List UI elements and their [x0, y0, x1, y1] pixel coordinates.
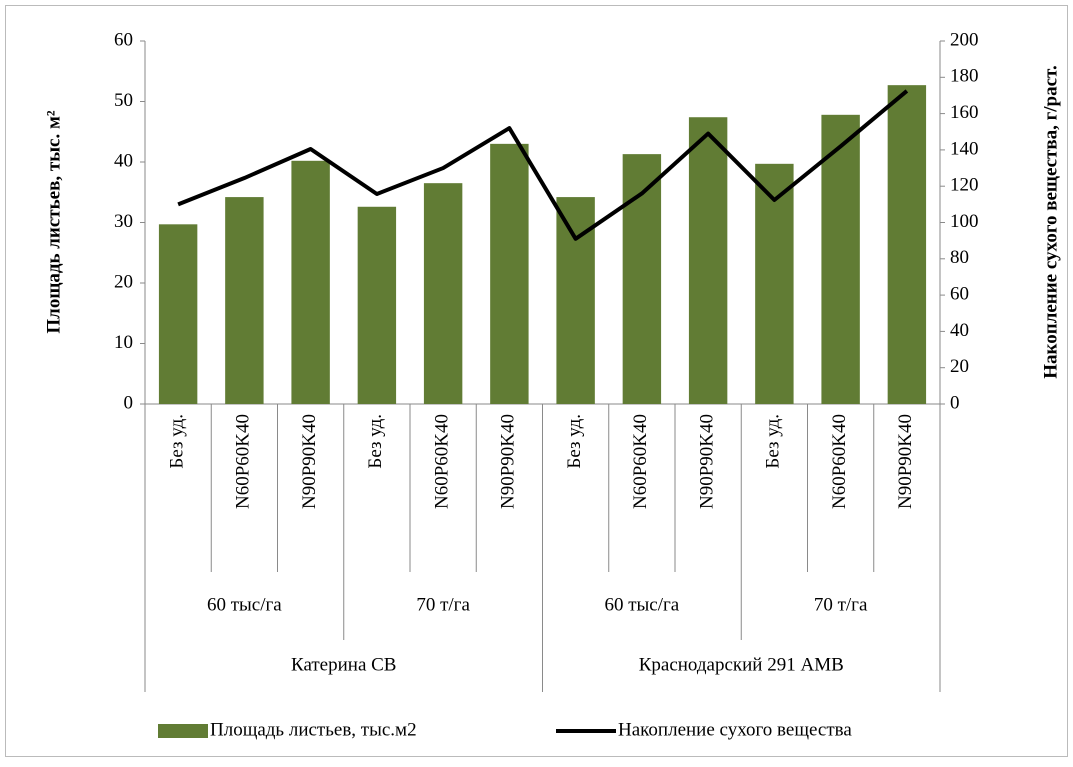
y2-tick-label: 140 [950, 138, 979, 159]
x-tick-label: N60P60K40 [431, 414, 452, 509]
legend-label: Площадь листьев, тыс.м2 [210, 719, 417, 740]
y2-tick-label: 40 [950, 320, 969, 341]
x-tick-label: N90P90K40 [498, 414, 519, 509]
x-tick-label: N60P60K40 [829, 414, 850, 509]
y2-axis-label: Накопление сухого вещества, г/раст. [1040, 65, 1061, 378]
bar [357, 206, 397, 404]
y2-tick-label: 120 [950, 175, 979, 196]
x-tick-label: Без уд. [166, 414, 187, 469]
y2-tick-label: 0 [950, 392, 960, 413]
x-tick-label: Без уд. [564, 414, 585, 469]
y-tick-label: 50 [114, 90, 133, 111]
x-group-label: 60 тыс/га [207, 594, 282, 615]
bar [688, 117, 728, 404]
bar [821, 114, 860, 404]
bar [887, 85, 927, 404]
x-group-label: Катерина СВ [291, 654, 396, 675]
y2-tick-label: 60 [950, 283, 969, 304]
x-tick-label: N90P90K40 [895, 414, 916, 509]
y2-tick-label: 200 [950, 29, 979, 50]
bar [490, 143, 529, 404]
bar [158, 224, 198, 404]
y-tick-label: 0 [124, 392, 134, 413]
bar [755, 163, 794, 404]
x-group-label: 70 т/га [416, 594, 470, 615]
x-group-label: 70 т/га [814, 594, 868, 615]
y2-tick-label: 80 [950, 247, 969, 268]
y-tick-label: 40 [114, 150, 133, 171]
y-tick-label: 20 [114, 271, 133, 292]
y-tick-label: 30 [114, 211, 133, 232]
x-group-label: 60 тыс/га [604, 594, 679, 615]
y-axis-label: Площадь листьев, тыс. м² [43, 110, 64, 334]
y2-tick-label: 100 [950, 211, 979, 232]
legend-swatch [158, 724, 208, 738]
x-tick-label: Без уд. [763, 414, 784, 469]
x-group-label: Краснодарский 291 АМВ [639, 654, 844, 675]
legend-label: Накопление сухого вещества [618, 719, 852, 740]
y-tick-label: 10 [114, 332, 133, 353]
bar [423, 183, 463, 404]
y2-tick-label: 20 [950, 356, 969, 377]
x-tick-label: N90P90K40 [299, 414, 320, 509]
x-tick-label: N60P60K40 [233, 414, 254, 509]
bar [225, 197, 264, 404]
y2-tick-label: 160 [950, 102, 979, 123]
x-tick-label: N60P60K40 [630, 414, 651, 509]
x-tick-label: N90P90K40 [696, 414, 717, 509]
line [177, 89, 909, 241]
bar [291, 160, 330, 404]
y2-tick-label: 180 [950, 66, 979, 87]
y-tick-label: 60 [114, 29, 133, 50]
x-tick-label: Без уд. [365, 414, 386, 469]
